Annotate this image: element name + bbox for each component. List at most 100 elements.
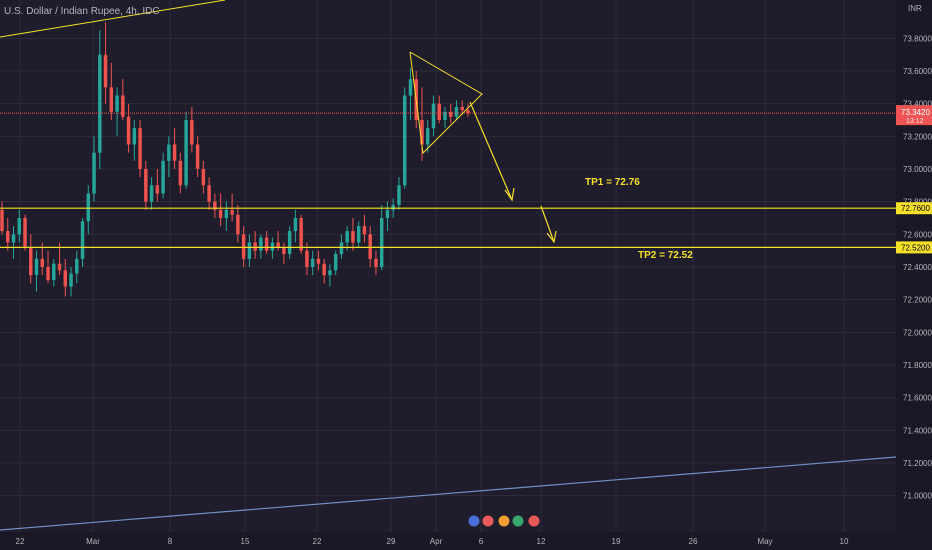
- candle-body: [40, 258, 44, 267]
- time-tick-label: 15: [241, 537, 250, 546]
- candle-body: [218, 209, 223, 218]
- candle-body: [29, 247, 33, 276]
- candle-body: [426, 128, 430, 145]
- current-price-label: 73.3420: [901, 108, 930, 117]
- price-tick-label: 71.8000: [903, 361, 932, 370]
- target-level-price-label: 72.7600: [901, 204, 930, 213]
- candle-body: [328, 270, 332, 276]
- price-tick-label: 72.0000: [903, 328, 932, 337]
- time-tick-label: May: [757, 537, 772, 546]
- candle-body: [144, 169, 148, 202]
- candle-body: [374, 258, 378, 267]
- candle-body: [431, 103, 436, 129]
- time-tick-label: 19: [612, 537, 621, 546]
- price-tick-label: 73.0000: [903, 165, 932, 174]
- price-tick-label: 73.8000: [903, 34, 932, 43]
- candle-body: [397, 185, 401, 205]
- triangle-pattern: [409, 51, 483, 155]
- candle-body: [316, 258, 321, 264]
- symbol-title: U.S. Dollar / Indian Rupee, 4h, IDC: [4, 6, 160, 17]
- target-annotation: TP2 = 72.52: [638, 250, 693, 261]
- price-tick-label: 72.8000: [903, 198, 932, 207]
- candle-body: [247, 242, 252, 259]
- candle-body: [339, 242, 344, 254]
- target-level-price-label: 72.5200: [901, 243, 930, 252]
- target-level-badge: [896, 241, 932, 254]
- candle-body: [121, 95, 125, 117]
- candle-body: [408, 79, 413, 96]
- resistance-trendline: [0, 0, 226, 38]
- candle-body: [449, 111, 453, 117]
- candle-body: [103, 54, 108, 88]
- candle-body: [149, 185, 154, 202]
- candle-body: [270, 242, 275, 251]
- economic-event-icon: [511, 514, 525, 528]
- candle-body: [161, 160, 165, 194]
- price-tick-label: 71.4000: [903, 426, 932, 435]
- candle-body: [6, 231, 10, 243]
- candle-body: [241, 234, 246, 259]
- economic-event-icon: [497, 514, 511, 528]
- candle-body: [126, 116, 131, 145]
- economic-event-icon: [527, 514, 541, 528]
- long-term-support-trendline: [0, 456, 897, 531]
- candle-body: [236, 214, 240, 235]
- currency-label: INR: [908, 4, 922, 13]
- time-tick-label: Mar: [86, 537, 100, 546]
- price-tick-label: 73.6000: [903, 67, 932, 76]
- candle-body: [362, 226, 367, 235]
- time-tick-label: 10: [840, 537, 849, 546]
- time-tick-label: 22: [16, 537, 25, 546]
- candle-body: [34, 258, 39, 276]
- time-tick-label: 12: [537, 537, 546, 546]
- economic-event-icon: [481, 514, 495, 528]
- candle-body: [86, 193, 91, 222]
- candle-body: [57, 263, 62, 271]
- candle-body: [351, 231, 355, 243]
- projection-arrow-2: [540, 205, 555, 243]
- candle-body: [253, 242, 257, 251]
- candle-body: [310, 258, 315, 267]
- time-axis-panel: [0, 532, 932, 550]
- price-tick-label: 71.0000: [903, 492, 932, 501]
- price-tick-label: 71.6000: [903, 394, 932, 403]
- candle-body: [63, 270, 68, 287]
- candle-body: [402, 95, 407, 186]
- candle-body: [379, 218, 384, 267]
- candle-body: [287, 231, 292, 254]
- candle-body: [282, 247, 286, 254]
- candle-body: [52, 263, 56, 281]
- candle-body: [0, 209, 4, 232]
- candle-body: [98, 54, 102, 153]
- candle-body: [92, 152, 96, 194]
- candle-body: [213, 201, 217, 210]
- price-tick-label: 73.4000: [903, 100, 932, 109]
- bar-countdown-label: 13:12: [906, 118, 924, 125]
- candle-body: [178, 160, 183, 186]
- price-tick-label: 72.2000: [903, 296, 932, 305]
- candle-body: [305, 250, 309, 267]
- candle-body: [356, 226, 361, 243]
- candle-body: [391, 204, 395, 210]
- candle-body: [195, 144, 200, 169]
- candle-body: [109, 87, 114, 112]
- candle-body: [224, 209, 229, 218]
- candle-body: [138, 128, 142, 169]
- candle-body: [443, 111, 447, 120]
- candle-body: [259, 237, 263, 251]
- candle-body: [437, 103, 441, 120]
- candle-body: [385, 209, 390, 218]
- candle-body: [132, 128, 137, 145]
- time-tick-label: 26: [689, 537, 698, 546]
- candle-body: [454, 106, 459, 117]
- target-annotation: TP1 = 72.76: [585, 177, 640, 188]
- price-tick-label: 71.2000: [903, 459, 932, 468]
- candle-body: [230, 209, 234, 215]
- candle-body: [11, 234, 16, 243]
- time-tick-label: 8: [168, 537, 173, 546]
- candle-body: [293, 218, 298, 232]
- candle-body: [46, 267, 50, 281]
